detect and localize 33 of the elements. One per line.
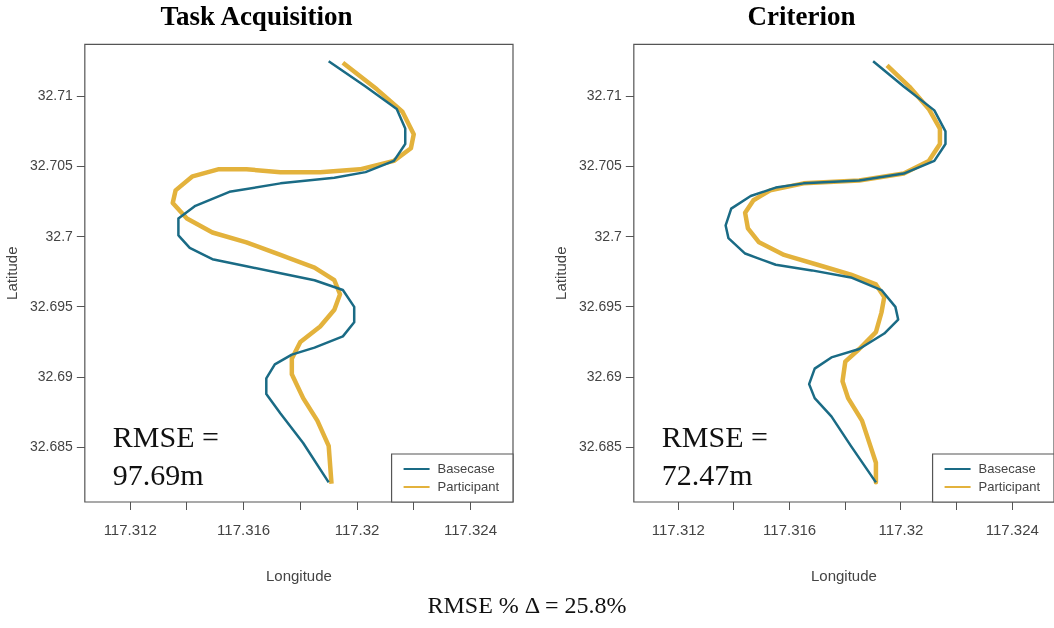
y-tick-label: 32.69: [37, 367, 74, 384]
y-tick-label: 32.7: [594, 227, 623, 244]
x-tick-label: 117.316: [763, 521, 817, 539]
y-tick-label: 32.71: [37, 87, 74, 104]
y-tick-label: 32.69: [586, 367, 623, 384]
x-tick-label: 117.324: [985, 521, 1039, 539]
chart-title: Criterion: [747, 1, 856, 32]
y-tick-label: 32.695: [29, 297, 74, 314]
x-axis-title: Longitude: [810, 567, 877, 585]
legend-label: Participant: [437, 478, 500, 494]
legend-label: Participant: [978, 478, 1041, 494]
annotation: RMSE = 97.69m: [112, 419, 220, 493]
legend-label: Basecase: [978, 460, 1036, 476]
x-tick-label: 117.312: [651, 521, 705, 539]
x-tick-label: 117.32: [334, 521, 380, 539]
y-tick-label: 32.7: [45, 227, 74, 244]
x-tick-label: 117.324: [443, 521, 498, 539]
x-tick-label: 117.316: [217, 521, 271, 539]
y-tick-label: 32.705: [29, 157, 74, 174]
legend-label: Basecase: [437, 460, 495, 476]
y-tick-label: 32.705: [578, 157, 623, 174]
chart-title: Task Acquisition: [160, 1, 353, 32]
y-tick-label: 32.685: [578, 438, 623, 455]
x-tick-label: 117.312: [103, 521, 157, 539]
y-axis-title: Latitude: [552, 246, 570, 300]
y-tick-label: 32.71: [586, 87, 623, 104]
y-tick-label: 32.695: [578, 297, 623, 314]
y-tick-label: 32.685: [29, 438, 74, 455]
text: RMSE % Δ = 25.8%: [426, 592, 628, 619]
y-axis-title: Latitude: [3, 246, 21, 300]
x-axis-title: Longitude: [265, 567, 332, 585]
x-tick-label: 117.32: [878, 521, 924, 539]
annotation: RMSE = 72.47m: [661, 419, 769, 493]
